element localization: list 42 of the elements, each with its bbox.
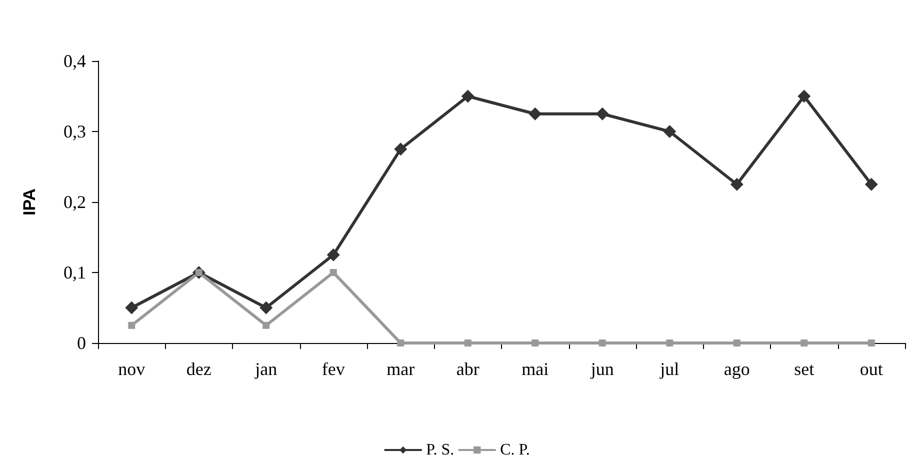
x-tick-label: dez <box>186 359 212 379</box>
x-tick-label: fev <box>322 359 345 379</box>
point <box>528 107 542 120</box>
point <box>666 340 674 346</box>
x-tick-label: abr <box>456 359 480 379</box>
point <box>394 142 408 156</box>
point <box>330 269 337 276</box>
x-tick-label: set <box>794 359 814 379</box>
point <box>461 90 474 103</box>
x-tick-label: jun <box>590 359 614 379</box>
x-tick-label: mai <box>522 359 549 379</box>
point <box>733 340 740 346</box>
x-tick-label: out <box>860 359 883 379</box>
point <box>464 340 472 346</box>
legend-label: C. P. <box>500 442 530 458</box>
x-tick-label: nov <box>118 359 146 379</box>
point <box>598 340 606 346</box>
point <box>798 90 811 103</box>
point <box>864 178 878 191</box>
point <box>596 107 609 120</box>
point <box>125 301 138 314</box>
point <box>532 340 539 346</box>
point <box>868 340 875 346</box>
point <box>128 322 136 329</box>
legend-label: P. S. <box>426 442 454 458</box>
y-tick-label: 0,1 <box>64 262 86 282</box>
point <box>800 340 808 346</box>
point <box>262 322 270 329</box>
y-tick-label: 0,3 <box>64 122 86 142</box>
x-tick-label: ago <box>724 359 750 379</box>
x-tick-label: mar <box>386 359 415 379</box>
y-tick-label: 0 <box>77 333 86 353</box>
y-tick-label: 0,2 <box>64 192 86 212</box>
point <box>326 248 340 262</box>
x-tick-label: jul <box>659 359 680 379</box>
point <box>663 125 676 138</box>
point <box>397 340 404 346</box>
x-tick-label: jan <box>254 359 278 379</box>
point <box>260 301 273 314</box>
y-tick-label: 0,4 <box>64 51 86 71</box>
y-axis-title: IPA <box>20 188 39 216</box>
point <box>730 178 744 191</box>
